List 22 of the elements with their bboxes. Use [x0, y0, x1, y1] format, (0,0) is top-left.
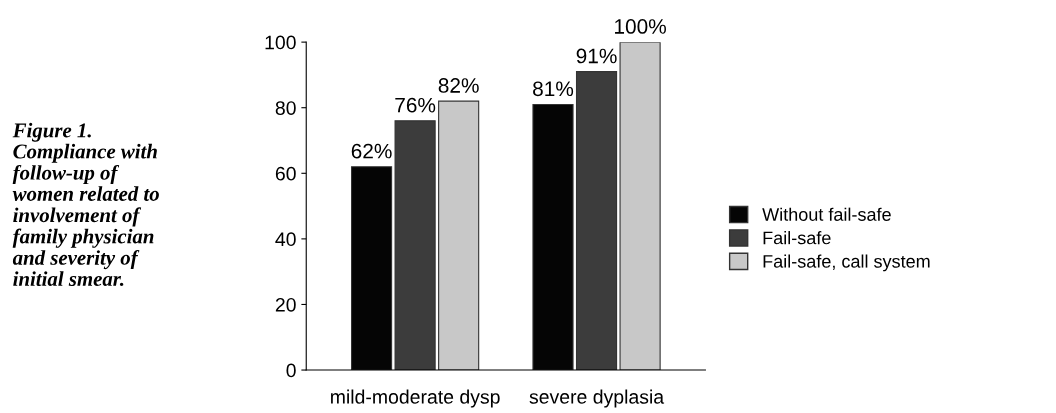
data-label: 62%: [351, 143, 392, 159]
bar: [394, 120, 436, 371]
legend-label: Fail-safe: [763, 231, 831, 245]
data-label: 91%: [576, 48, 617, 64]
x-tick-label: mild-moderate dysp: [331, 389, 500, 408]
data-label: 81%: [533, 81, 574, 97]
bar: [575, 71, 618, 371]
y-tick-label: 20: [275, 297, 296, 312]
caption: Figure 1. Compliance with follow-up of women related to involvement of family physician and severity of initial smear.: [12, 122, 159, 287]
y-tick-label: 80: [275, 101, 296, 115]
bar: [619, 42, 661, 371]
data-label: 100%: [615, 19, 666, 34]
bar: [438, 100, 480, 371]
legend-label: Fail-safe, call system: [763, 254, 930, 272]
y-tick-label: 0: [286, 363, 296, 378]
legend-label: Without fail-safe: [762, 207, 891, 221]
x-tick-label: severe dyplasia: [529, 389, 665, 408]
y-tick-label: 60: [275, 166, 296, 181]
y-tick-label: 40: [275, 232, 296, 247]
data-label: 76%: [395, 97, 436, 113]
data-label: 82%: [438, 78, 479, 93]
y-tick-label: 100: [265, 35, 296, 50]
